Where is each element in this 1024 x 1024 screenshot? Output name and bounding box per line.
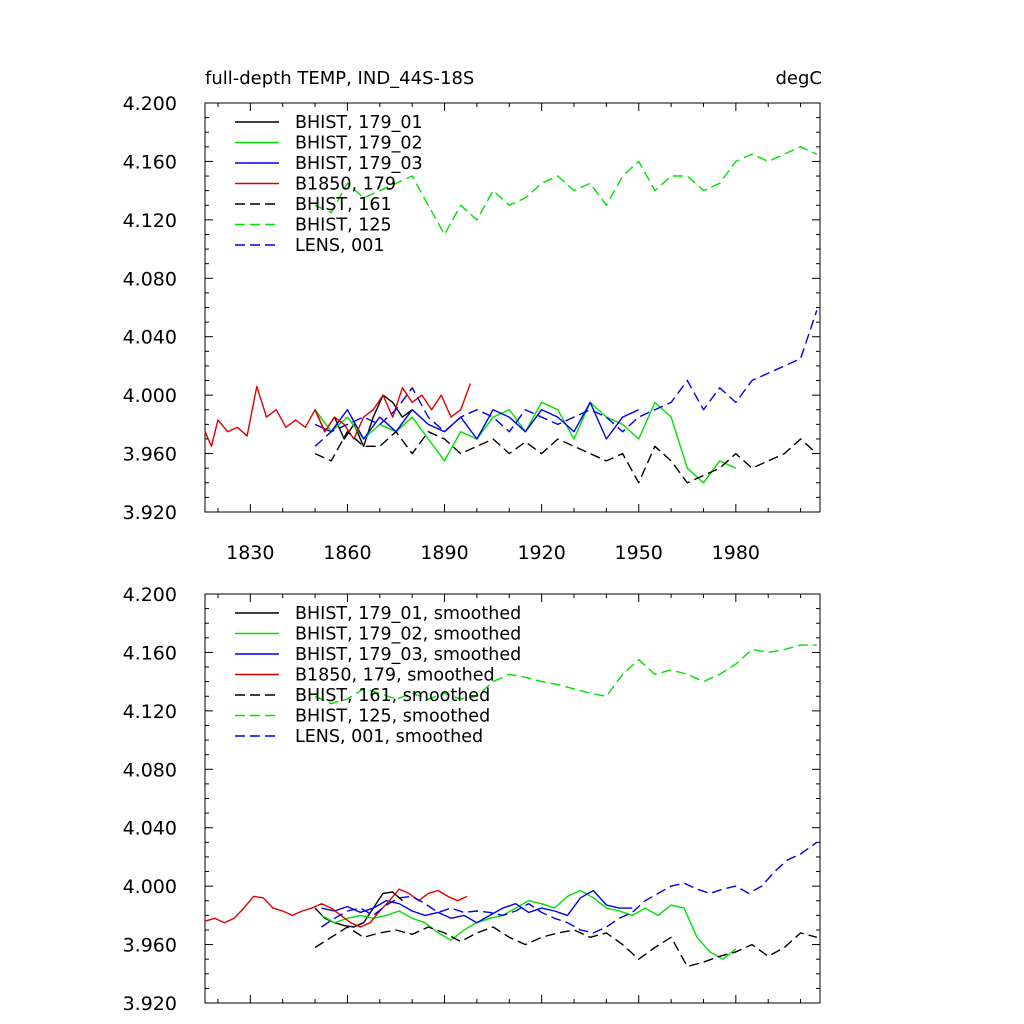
series-line-4 xyxy=(314,431,818,484)
y-tick-label: 3.920 xyxy=(123,993,177,1015)
series-line-3 xyxy=(204,383,472,447)
x-tick-label: 1980 xyxy=(712,542,760,564)
legend-label: BHIST, 179_02, smoothed xyxy=(295,625,521,645)
series-line-1 xyxy=(314,401,737,484)
y-tick-label: 4.120 xyxy=(123,701,177,723)
chart-units: degC xyxy=(776,68,823,89)
series-line-1 xyxy=(321,889,737,960)
series-line-2 xyxy=(321,889,633,924)
legend-label: BHIST, 179_03, smoothed xyxy=(295,645,521,665)
series-line-3 xyxy=(204,888,468,928)
legend-label: LENS, 001, smoothed xyxy=(295,727,483,747)
chart-title: full-depth TEMP, IND_44S-18S xyxy=(205,68,474,89)
series-line-2 xyxy=(314,401,639,440)
series-line-5 xyxy=(314,644,817,705)
y-tick-label: 4.000 xyxy=(123,385,177,407)
x-tick-label: 1920 xyxy=(517,542,565,564)
series-line-5 xyxy=(314,146,818,236)
series-line-6 xyxy=(314,310,818,447)
y-tick-label: 4.080 xyxy=(123,759,177,781)
y-tick-label: 4.000 xyxy=(123,876,177,898)
legend-label: B1850, 179 xyxy=(295,175,396,195)
legend-label: BHIST, 179_03 xyxy=(295,154,423,174)
legend-label: BHIST, 179_02 xyxy=(295,134,423,154)
legend-label: BHIST, 161 xyxy=(295,195,392,215)
x-tick-label: 1950 xyxy=(615,542,663,564)
legend-label: BHIST, 179_01 xyxy=(295,113,423,133)
top-panel: 3.920 3.960 4.000 4.040 4.080 4.120 4.160 4.200… xyxy=(123,93,821,564)
y-tick-label: 3.960 xyxy=(123,444,177,466)
x-tick-label: 1860 xyxy=(323,542,371,564)
bottom-panel: 3.920 3.960 4.000 4.040 4.080 4.120 4.160 4.200… xyxy=(123,584,821,1015)
y-tick-label: 4.200 xyxy=(123,584,177,606)
x-tick-label: 1890 xyxy=(420,542,468,564)
y-tick-label: 3.960 xyxy=(123,935,177,957)
series-line-4 xyxy=(314,926,817,968)
y-tick-label: 4.160 xyxy=(123,642,177,664)
legend-label: BHIST, 125 xyxy=(295,216,392,236)
y-tick-label: 4.160 xyxy=(123,151,177,173)
y-tick-label: 4.080 xyxy=(123,268,177,290)
y-tick-label: 4.200 xyxy=(123,93,177,115)
legend-label: B1850, 179, smoothed xyxy=(295,666,495,686)
legend-label: BHIST, 125, smoothed xyxy=(295,707,490,727)
legend-label: BHIST, 179_01, smoothed xyxy=(295,604,521,624)
y-tick-label: 4.040 xyxy=(123,327,177,349)
legend-label: LENS, 001 xyxy=(295,236,385,256)
y-tick-label: 4.120 xyxy=(123,210,177,232)
y-tick-label: 3.920 xyxy=(123,502,177,524)
x-tick-label: 1830 xyxy=(226,542,274,564)
series-line-6 xyxy=(321,841,818,934)
legend-label: BHIST, 161, smoothed xyxy=(295,686,490,706)
y-tick-label: 4.040 xyxy=(123,818,177,840)
